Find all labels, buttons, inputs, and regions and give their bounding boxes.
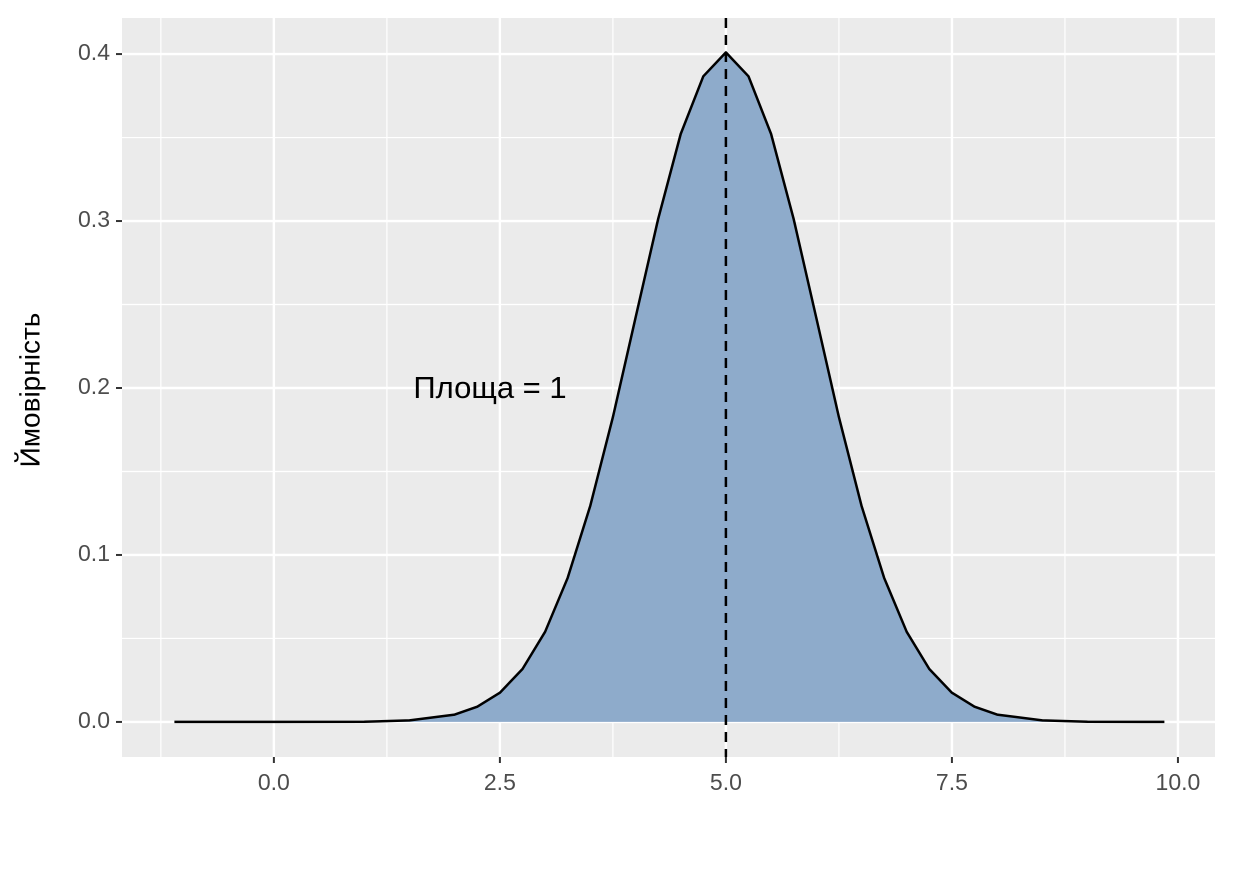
- x-tick-label: 0.0: [258, 769, 290, 795]
- x-tick-label: 2.5: [484, 769, 516, 795]
- y-axis-label: Ймовірність: [14, 313, 45, 468]
- annotation: Площа = 1: [413, 370, 566, 405]
- x-tick-label: 5.0: [710, 769, 742, 795]
- x-tick-label: 7.5: [936, 769, 968, 795]
- y-tick-label: 0.3: [78, 206, 110, 232]
- y-tick-label: 0.0: [78, 707, 110, 733]
- y-tick-label: 0.4: [78, 39, 110, 65]
- density-line: [174, 51, 1165, 724]
- y-tick-label: 0.1: [78, 540, 110, 566]
- y-tick-label: 0.2: [78, 373, 110, 399]
- area: [174, 52, 1165, 722]
- x-tick-label: 10.0: [1156, 769, 1201, 795]
